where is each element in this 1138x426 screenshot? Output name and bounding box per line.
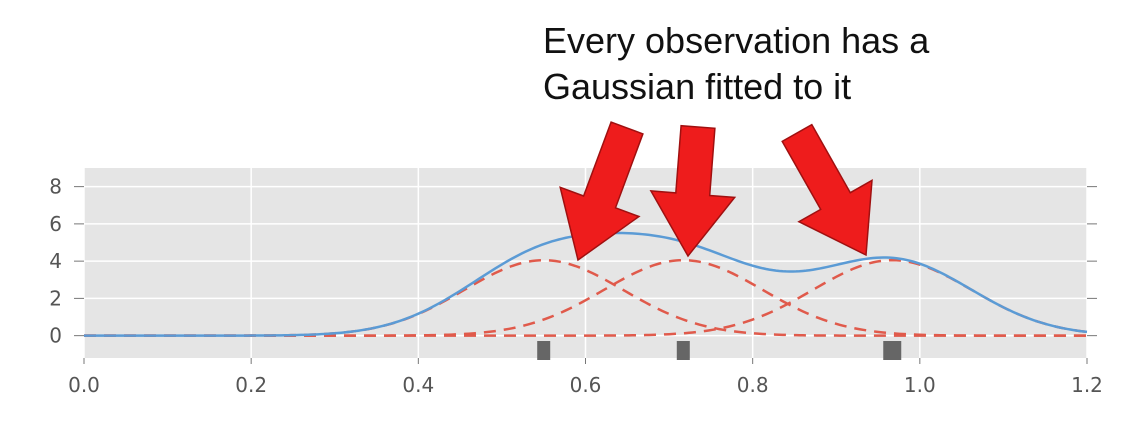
x-axis: 0.0 0.2 0.4 0.6 0.8 1.0 1.2 xyxy=(68,358,1103,397)
annotation-line-1: Every observation has a xyxy=(543,20,930,61)
x-tick-label-1: 0.2 xyxy=(235,373,267,397)
rug-mark-3 xyxy=(883,341,902,360)
y-tick-label-3: 6 xyxy=(49,212,62,236)
annotation-line-2: Gaussian fitted to it xyxy=(543,66,852,107)
x-tick-label-2: 0.4 xyxy=(402,373,434,397)
red-arrow-1 xyxy=(559,121,644,262)
annotation-text: Every observation has a Gaussian fitted … xyxy=(543,18,1103,110)
rug-mark-1 xyxy=(537,341,551,360)
y-axis: 0 2 4 6 8 xyxy=(49,175,1097,348)
red-arrow-2 xyxy=(649,124,737,258)
x-tick-label-5: 1.0 xyxy=(904,373,936,397)
observation-rug xyxy=(537,341,902,360)
x-tick-label-3: 0.6 xyxy=(570,373,602,397)
x-tick-label-6: 1.2 xyxy=(1071,373,1103,397)
rug-mark-2 xyxy=(676,341,690,360)
x-tick-label-0: 0.0 xyxy=(68,373,100,397)
x-tick-label-4: 0.8 xyxy=(737,373,769,397)
y-tick-label-2: 4 xyxy=(49,249,62,273)
y-tick-label-0: 0 xyxy=(49,324,62,348)
annotation-arrows xyxy=(559,121,873,262)
y-tick-label-1: 2 xyxy=(49,286,62,310)
y-tick-label-4: 8 xyxy=(49,175,62,199)
red-arrow-3 xyxy=(781,123,873,257)
